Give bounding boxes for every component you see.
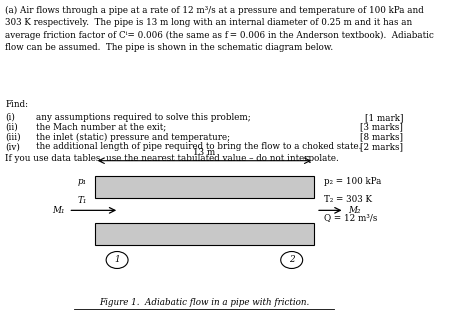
Text: [3 marks]: [3 marks] xyxy=(361,123,403,132)
Text: Q = 12 m³/s: Q = 12 m³/s xyxy=(324,213,378,222)
Text: [1 mark]: [1 mark] xyxy=(365,113,403,122)
Text: M₂: M₂ xyxy=(348,206,361,215)
Text: the additional length of pipe required to bring the flow to a choked state.: the additional length of pipe required t… xyxy=(36,142,361,151)
Text: the Mach number at the exit;: the Mach number at the exit; xyxy=(36,123,166,132)
Text: T₁: T₁ xyxy=(77,196,87,205)
Text: [2 marks]: [2 marks] xyxy=(360,142,403,151)
Text: Figure 1.  Adiabatic flow in a pipe with friction.: Figure 1. Adiabatic flow in a pipe with … xyxy=(99,298,310,307)
Text: any assumptions required to solve this problem;: any assumptions required to solve this p… xyxy=(36,113,251,122)
Text: 13 m: 13 m xyxy=(193,148,216,157)
Text: (ii): (ii) xyxy=(5,123,18,132)
Text: (a) Air flows through a pipe at a rate of 12 m³/s at a pressure and temperature : (a) Air flows through a pipe at a rate o… xyxy=(5,6,434,52)
Text: 2: 2 xyxy=(289,256,294,264)
Text: p₁: p₁ xyxy=(78,177,87,186)
Text: [8 marks]: [8 marks] xyxy=(360,133,403,141)
Text: M₁: M₁ xyxy=(52,206,64,215)
Text: (iii): (iii) xyxy=(5,133,21,141)
Text: If you use data tables, use the nearest tabulated value – do not interpolate.: If you use data tables, use the nearest … xyxy=(5,154,339,164)
Text: the inlet (static) pressure and temperature;: the inlet (static) pressure and temperat… xyxy=(36,133,230,142)
Text: p₂ = 100 kPa: p₂ = 100 kPa xyxy=(324,177,382,186)
Bar xyxy=(95,223,314,245)
Text: (iv): (iv) xyxy=(5,142,20,151)
Bar xyxy=(95,176,314,198)
Text: T₂ = 303 K: T₂ = 303 K xyxy=(324,195,372,204)
Text: Find:: Find: xyxy=(5,100,28,109)
Text: (i): (i) xyxy=(5,113,15,122)
Text: 1: 1 xyxy=(114,256,120,264)
